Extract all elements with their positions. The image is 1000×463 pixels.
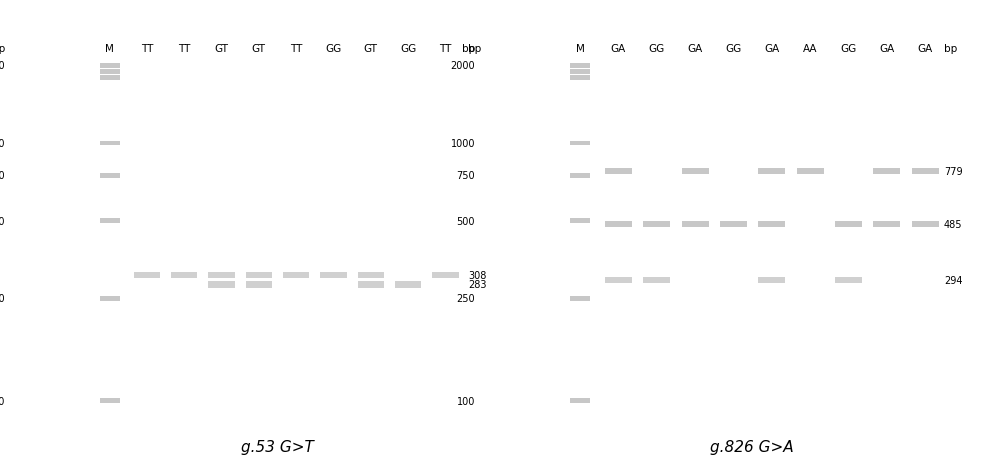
Bar — [835, 277, 862, 284]
Bar — [796, 168, 824, 175]
Bar — [873, 168, 900, 175]
Bar — [208, 272, 235, 279]
Text: 500: 500 — [456, 216, 475, 226]
Bar — [246, 272, 272, 279]
Bar — [100, 75, 120, 81]
Text: TT: TT — [290, 44, 302, 54]
Bar — [570, 219, 590, 224]
Text: bp: bp — [462, 44, 475, 54]
Text: M: M — [576, 44, 584, 54]
Text: GA: GA — [879, 44, 894, 54]
Text: 485: 485 — [944, 219, 962, 230]
Bar — [758, 221, 785, 228]
Text: 500: 500 — [0, 216, 5, 226]
Text: 100: 100 — [457, 396, 475, 406]
Bar — [100, 69, 120, 75]
Text: GA: GA — [611, 44, 626, 54]
Bar — [570, 75, 590, 81]
Text: bp: bp — [944, 44, 957, 54]
Text: GG: GG — [649, 44, 665, 54]
Bar — [320, 272, 347, 279]
Bar — [171, 272, 197, 279]
Text: AA: AA — [803, 44, 817, 54]
Bar — [605, 168, 632, 175]
Text: 308: 308 — [468, 270, 486, 280]
Bar — [283, 272, 309, 279]
Text: 2000: 2000 — [0, 61, 5, 71]
Text: GA: GA — [764, 44, 779, 54]
Bar — [758, 277, 785, 284]
Text: 750: 750 — [456, 171, 475, 181]
Bar — [100, 174, 120, 178]
Bar — [682, 168, 708, 175]
Text: 294: 294 — [944, 275, 962, 286]
Text: GT: GT — [364, 44, 378, 54]
Bar — [570, 64, 590, 69]
Text: 779: 779 — [944, 167, 963, 176]
Bar — [758, 168, 785, 175]
Bar — [570, 174, 590, 178]
Text: GG: GG — [400, 44, 416, 54]
Text: GA: GA — [687, 44, 703, 54]
Text: TT: TT — [178, 44, 190, 54]
Bar — [100, 64, 120, 69]
Text: 2000: 2000 — [450, 61, 475, 71]
Bar — [570, 296, 590, 301]
Text: 250: 250 — [456, 294, 475, 304]
Bar — [246, 282, 272, 288]
Bar — [643, 277, 670, 284]
Bar — [835, 221, 862, 228]
Bar — [570, 399, 590, 403]
Text: TT: TT — [439, 44, 452, 54]
Text: GT: GT — [215, 44, 229, 54]
Bar — [100, 399, 120, 403]
Bar — [912, 168, 938, 175]
Bar — [358, 282, 384, 288]
Bar — [873, 221, 900, 228]
Text: 100: 100 — [0, 396, 5, 406]
Text: 250: 250 — [0, 294, 5, 304]
Text: bp: bp — [468, 44, 481, 54]
Text: GG: GG — [840, 44, 856, 54]
Bar — [605, 277, 632, 284]
Bar — [100, 219, 120, 224]
Text: GT: GT — [252, 44, 266, 54]
Text: g.53 G>T: g.53 G>T — [241, 439, 313, 454]
Bar — [682, 221, 708, 228]
Text: GG: GG — [325, 44, 342, 54]
Bar — [395, 282, 421, 288]
Bar — [570, 69, 590, 75]
Text: 1000: 1000 — [0, 139, 5, 149]
Text: 750: 750 — [0, 171, 5, 181]
Bar — [720, 221, 747, 228]
Bar — [134, 272, 160, 279]
Bar — [643, 221, 670, 228]
Bar — [912, 221, 938, 228]
Bar — [432, 272, 459, 279]
Bar — [605, 221, 632, 228]
Bar — [358, 272, 384, 279]
Text: GG: GG — [725, 44, 741, 54]
Bar — [570, 141, 590, 146]
Text: bp: bp — [0, 44, 5, 54]
Text: M: M — [105, 44, 114, 54]
Text: GA: GA — [917, 44, 933, 54]
Text: g.826 G>A: g.826 G>A — [710, 439, 794, 454]
Bar — [100, 141, 120, 146]
Bar — [208, 282, 235, 288]
Text: 1000: 1000 — [450, 139, 475, 149]
Bar — [100, 296, 120, 301]
Text: TT: TT — [141, 44, 153, 54]
Text: 283: 283 — [468, 280, 486, 290]
